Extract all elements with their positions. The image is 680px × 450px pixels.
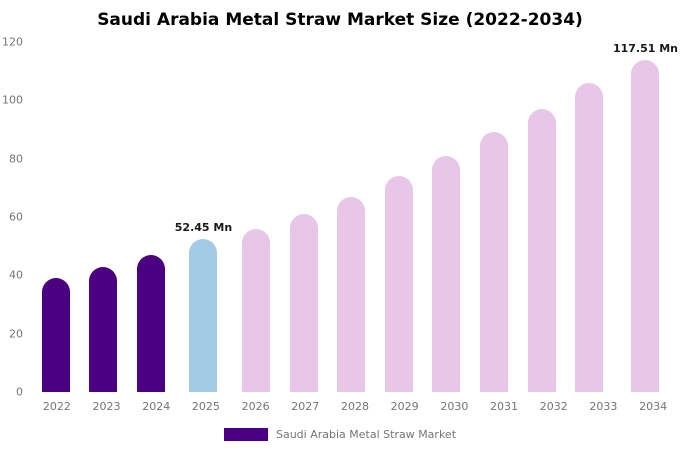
bar-2023 xyxy=(89,266,118,392)
x-tick-label: 2032 xyxy=(539,400,568,413)
x-axis: 2022 2023 2024 2025 2026 2027 2028 2029 2030 2031… xyxy=(32,400,678,416)
legend-label: Saudi Arabia Metal Straw Market xyxy=(275,428,457,441)
y-tick-label: 0 xyxy=(16,385,23,399)
bar-slot xyxy=(423,42,471,392)
bar-2025 xyxy=(189,239,218,392)
bar-slot: 52.45 Mn xyxy=(175,42,232,392)
x-tick-label: 2025 xyxy=(191,400,220,413)
bar-slot xyxy=(375,42,423,392)
bar-2022 xyxy=(41,278,70,392)
value-label: 52.45 Mn xyxy=(174,221,233,235)
y-tick-label: 80 xyxy=(9,152,23,166)
bar-slot xyxy=(80,42,128,392)
x-tick-label: 2028 xyxy=(340,400,369,413)
bar-2028 xyxy=(337,196,366,392)
bar-slot: 117.51 Mn xyxy=(613,42,678,392)
y-tick-label: 40 xyxy=(9,268,23,282)
bar-2027 xyxy=(289,214,318,392)
x-tick-label: 2033 xyxy=(589,400,618,413)
bar-slot xyxy=(518,42,566,392)
x-tick-label: 2029 xyxy=(390,400,419,413)
bar-2033 xyxy=(575,82,604,392)
bar-slot xyxy=(565,42,613,392)
x-tick-label: 2022 xyxy=(42,400,71,413)
y-tick-label: 20 xyxy=(9,327,23,341)
bars: 52.45 Mn 117.51 Mn xyxy=(32,42,678,392)
plot-area: 0 20 40 60 80 100 120 52.45 Mn 117.51 Mn xyxy=(0,37,678,398)
x-tick-label: 2024 xyxy=(142,400,171,413)
x-tick-label: 2023 xyxy=(92,400,121,413)
y-tick-label: 100 xyxy=(2,93,23,107)
x-tick-label: 2030 xyxy=(440,400,469,413)
x-tick-label: 2026 xyxy=(241,400,270,413)
bar-2030 xyxy=(432,155,461,392)
bar-2026 xyxy=(241,228,270,392)
bar-2029 xyxy=(384,176,413,392)
bar-slot xyxy=(280,42,328,392)
legend: Saudi Arabia Metal Straw Market xyxy=(0,428,680,441)
bar-2024 xyxy=(136,254,165,392)
x-tick-label: 2027 xyxy=(291,400,320,413)
bar-slot xyxy=(232,42,280,392)
bar-2032 xyxy=(527,109,556,392)
x-tick-label: 2034 xyxy=(639,400,668,413)
bar-slot xyxy=(32,42,80,392)
bar-2034 xyxy=(631,60,660,392)
legend-swatch xyxy=(223,428,268,441)
y-axis: 0 20 40 60 80 100 120 xyxy=(0,37,32,398)
chart-title: Saudi Arabia Metal Straw Market Size (20… xyxy=(97,10,583,30)
bar-slot xyxy=(127,42,175,392)
bar-2031 xyxy=(479,132,508,392)
x-tick-label: 2031 xyxy=(490,400,519,413)
bar-slot xyxy=(470,42,518,392)
bar-slot xyxy=(327,42,375,392)
value-label: 117.51 Mn xyxy=(612,42,678,55)
y-tick-label: 120 xyxy=(2,35,23,49)
y-tick-label: 60 xyxy=(9,210,23,224)
